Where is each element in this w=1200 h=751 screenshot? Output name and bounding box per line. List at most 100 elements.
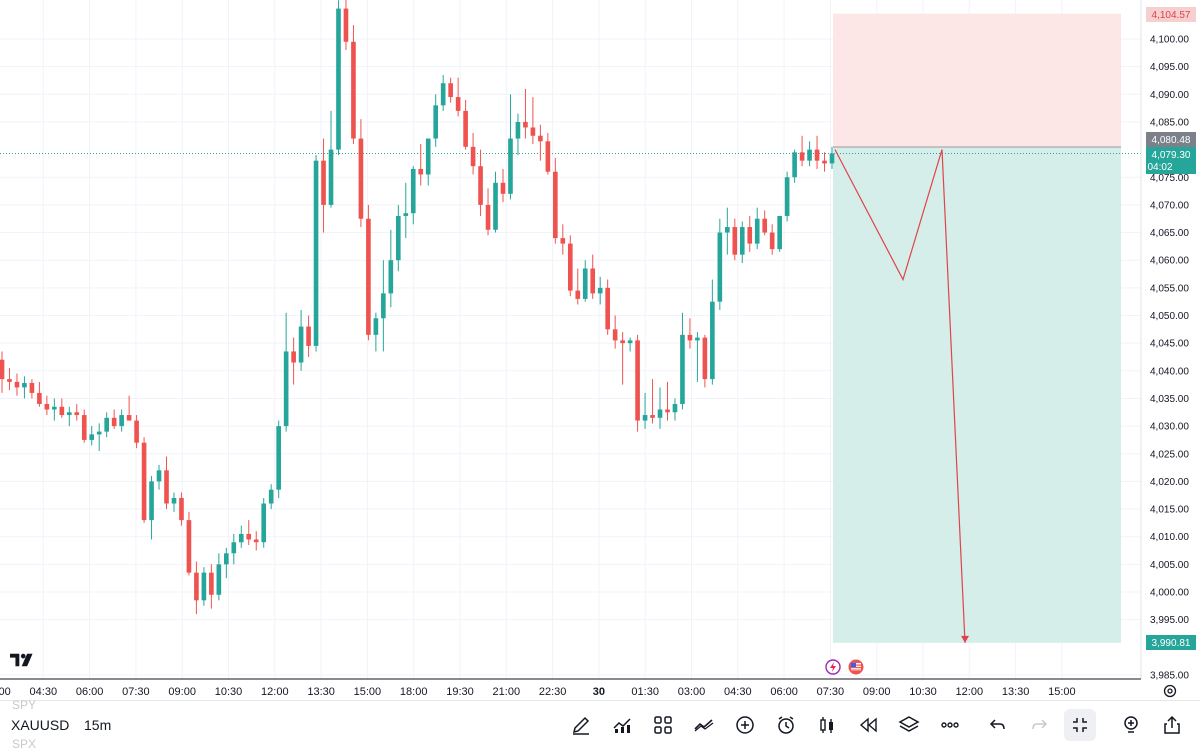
indicators-icon[interactable] [608, 711, 636, 739]
candle[interactable] [74, 403, 80, 421]
candle[interactable] [627, 337, 633, 352]
candle[interactable] [478, 149, 483, 216]
candle[interactable] [829, 146, 835, 169]
candle[interactable] [485, 188, 491, 236]
lightning-icon[interactable] [825, 659, 841, 675]
candle[interactable] [582, 260, 588, 302]
candle[interactable] [672, 398, 678, 421]
candle[interactable] [59, 398, 65, 418]
candle[interactable] [470, 133, 476, 175]
add-plus-icon[interactable] [731, 711, 759, 739]
candle[interactable] [575, 268, 581, 305]
collapse-icon[interactable] [1064, 709, 1096, 741]
candle[interactable] [702, 334, 708, 388]
candle[interactable] [418, 144, 424, 186]
candle[interactable] [717, 218, 723, 310]
candle[interactable] [96, 423, 102, 451]
candle[interactable] [448, 77, 453, 103]
candle[interactable] [321, 138, 326, 233]
candle[interactable] [366, 204, 371, 341]
candle[interactable] [66, 406, 72, 427]
candle[interactable] [433, 94, 439, 147]
candle[interactable] [538, 124, 543, 161]
candle[interactable] [141, 437, 147, 523]
candle[interactable] [381, 260, 386, 352]
candle[interactable] [268, 484, 274, 510]
candle[interactable] [567, 235, 573, 297]
candle[interactable] [0, 351, 5, 393]
candle[interactable] [156, 464, 162, 490]
share-icon[interactable] [1158, 711, 1186, 739]
candle[interactable] [530, 97, 536, 145]
take-profit-zone[interactable] [833, 146, 1121, 643]
candle[interactable] [298, 309, 304, 371]
candle[interactable] [410, 166, 416, 225]
candle[interactable] [695, 332, 700, 382]
candle[interactable] [605, 279, 610, 335]
candle[interactable] [111, 409, 117, 429]
candle[interactable] [134, 415, 139, 449]
candle[interactable] [560, 224, 566, 255]
candle[interactable] [792, 149, 797, 183]
candle[interactable] [739, 221, 745, 263]
candle[interactable] [283, 312, 289, 432]
candle[interactable] [358, 119, 364, 228]
candle[interactable] [104, 412, 110, 438]
candles-icon[interactable] [813, 711, 841, 739]
tradingview-logo-icon[interactable] [10, 652, 38, 668]
layout-grid-icon[interactable] [649, 711, 677, 739]
redo-icon[interactable] [1025, 711, 1053, 739]
candle[interactable] [762, 210, 768, 236]
candle[interactable] [769, 224, 775, 255]
candle[interactable] [306, 315, 311, 357]
candle[interactable] [343, 0, 349, 51]
candle[interactable] [328, 110, 334, 208]
candle[interactable] [553, 157, 558, 244]
candle[interactable] [313, 155, 319, 352]
candle[interactable] [799, 135, 805, 167]
candle[interactable] [253, 531, 259, 551]
candle[interactable] [665, 381, 670, 421]
us-flag-icon[interactable] [848, 659, 864, 675]
pen-draw-icon[interactable] [567, 711, 595, 739]
symbol-label[interactable]: XAUUSD [11, 717, 70, 733]
candle[interactable] [463, 99, 468, 150]
compare-icon[interactable] [690, 711, 718, 739]
candle[interactable] [37, 381, 42, 407]
candle[interactable] [620, 332, 625, 385]
candle[interactable] [126, 395, 132, 421]
layers-icon[interactable] [895, 711, 923, 739]
candle[interactable] [238, 525, 244, 548]
candle[interactable] [89, 426, 95, 446]
candle[interactable] [373, 312, 379, 352]
candle[interactable] [22, 376, 27, 399]
candle[interactable] [164, 456, 169, 510]
candle[interactable] [650, 379, 655, 424]
candle[interactable] [29, 379, 35, 399]
candle[interactable] [657, 387, 663, 429]
candle[interactable] [425, 138, 431, 186]
chart-canvas[interactable]: 4,100.00 4,095.00 4,090.00 4,085.00 4,075.00… [0, 0, 1200, 700]
candle[interactable] [186, 511, 192, 576]
candle[interactable] [523, 88, 528, 139]
forecast-path-line[interactable] [834, 149, 966, 643]
candle[interactable] [455, 77, 461, 117]
candle[interactable] [231, 533, 237, 565]
candle[interactable] [747, 215, 753, 252]
more-dots-icon[interactable] [936, 711, 964, 739]
candle[interactable] [276, 420, 281, 498]
candle[interactable] [388, 229, 394, 308]
candle[interactable] [119, 409, 124, 432]
candle[interactable] [171, 492, 177, 512]
candle[interactable] [597, 276, 603, 305]
candle[interactable] [515, 113, 521, 156]
candle[interactable] [216, 553, 222, 601]
candle[interactable] [612, 315, 618, 349]
candle[interactable] [822, 152, 827, 172]
interval-label[interactable]: 15m [84, 717, 112, 733]
candle[interactable] [261, 497, 267, 548]
candle[interactable] [545, 133, 551, 175]
candle[interactable] [149, 475, 154, 540]
candle[interactable] [201, 567, 207, 606]
candle[interactable] [351, 25, 356, 145]
